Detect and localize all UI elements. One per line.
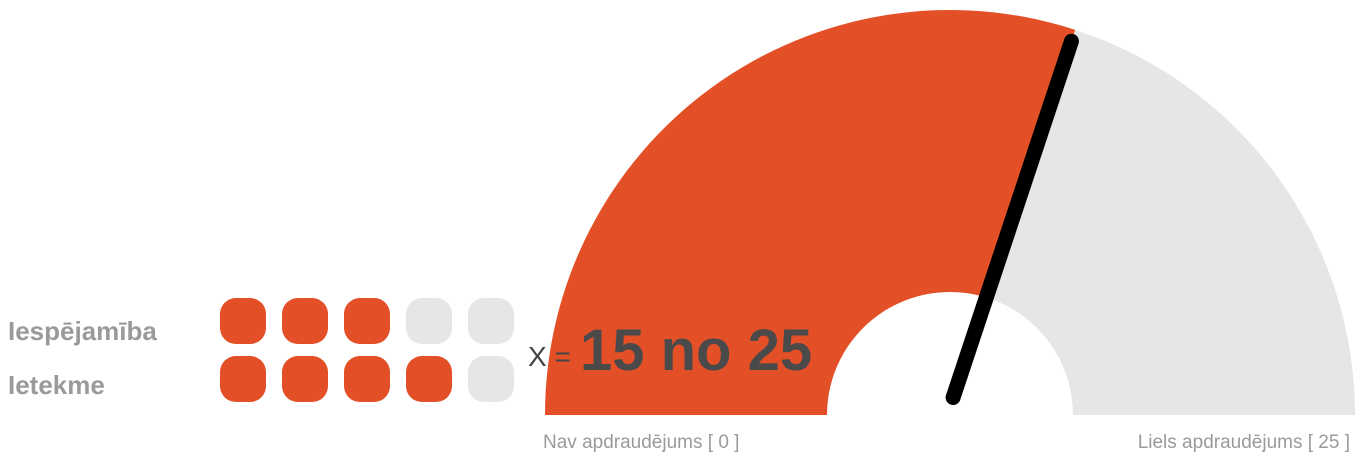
rating-dot-filled <box>220 298 266 344</box>
rating-dot-filled <box>344 298 390 344</box>
value-prefix: X = <box>528 341 571 372</box>
min-label: Nav apdraudējums [ 0 ] <box>543 432 739 453</box>
gauge-track <box>988 29 1355 415</box>
rating-dot-filled <box>220 356 266 402</box>
rating-dot-filled <box>406 356 452 402</box>
rating-dot-filled <box>282 298 328 344</box>
rating-label: Iespējamība <box>8 316 157 346</box>
rating-dot-filled <box>344 356 390 402</box>
rating-dot-empty <box>406 298 452 344</box>
rating-dot-empty <box>468 298 514 344</box>
gauge-fill <box>545 9 1076 416</box>
value-label: 15 no 25 <box>580 318 812 383</box>
rating-dot-filled <box>282 356 328 402</box>
max-label: Liels apdraudējums [ 25 ] <box>1138 432 1350 453</box>
rating-label: Ietekme <box>8 370 105 400</box>
gauge <box>545 9 1355 416</box>
rating-dot-empty <box>468 356 514 402</box>
needle <box>945 33 1079 405</box>
